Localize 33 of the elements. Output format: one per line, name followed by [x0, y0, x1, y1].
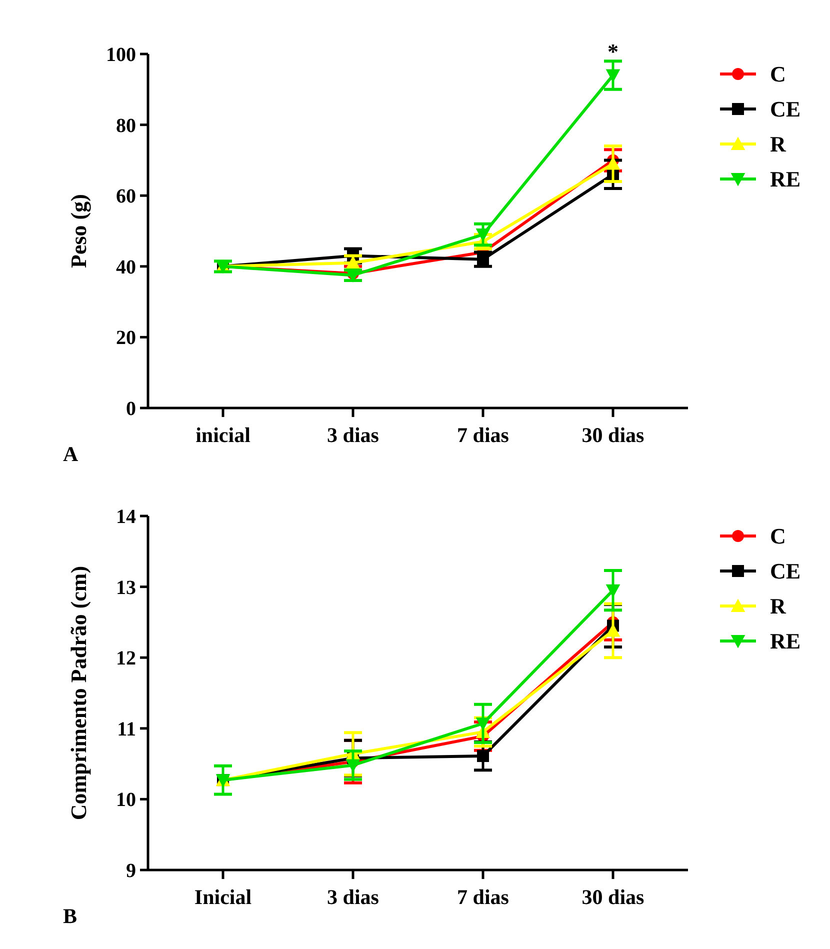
- y-tick-label: 10: [116, 789, 136, 812]
- legend-label: C: [770, 62, 786, 87]
- legend-label: R: [770, 594, 787, 619]
- x-tick-label: inicial: [196, 423, 251, 447]
- y-tick-label: 11: [117, 718, 136, 740]
- legend-label: R: [770, 132, 787, 157]
- y-axis-title: Comprimento Padrão (cm): [66, 566, 91, 820]
- y-tick-label: 9: [126, 860, 136, 882]
- legend-label: CE: [770, 96, 801, 122]
- x-tick-label: 7 dias: [457, 885, 509, 909]
- legend-label: CE: [770, 558, 801, 584]
- y-tick-label: 12: [116, 648, 136, 670]
- y-tick-label: 100: [106, 44, 136, 66]
- x-tick-label: Inicial: [194, 885, 252, 909]
- legend-label: RE: [770, 628, 801, 654]
- x-tick-label: 7 dias: [457, 423, 509, 447]
- annotation: *: [608, 38, 618, 64]
- y-tick-label: 14: [116, 506, 136, 528]
- x-tick-label: 30 dias: [582, 885, 644, 909]
- legend-label: RE: [770, 166, 801, 192]
- y-axis-title: Peso (g): [66, 194, 91, 268]
- y-tick-label: 13: [116, 576, 136, 599]
- y-tick-label: 80: [116, 114, 136, 137]
- y-tick-label: 20: [116, 327, 136, 350]
- x-tick-label: 30 dias: [582, 423, 644, 447]
- x-tick-label: 3 dias: [327, 423, 379, 447]
- y-tick-label: 40: [116, 256, 136, 278]
- text: B: [63, 904, 78, 928]
- y-tick-label: 0: [126, 398, 136, 420]
- x-tick-label: 3 dias: [327, 885, 379, 909]
- legend-label: C: [770, 524, 786, 549]
- y-tick-label: 60: [116, 186, 136, 208]
- text: A: [63, 442, 79, 466]
